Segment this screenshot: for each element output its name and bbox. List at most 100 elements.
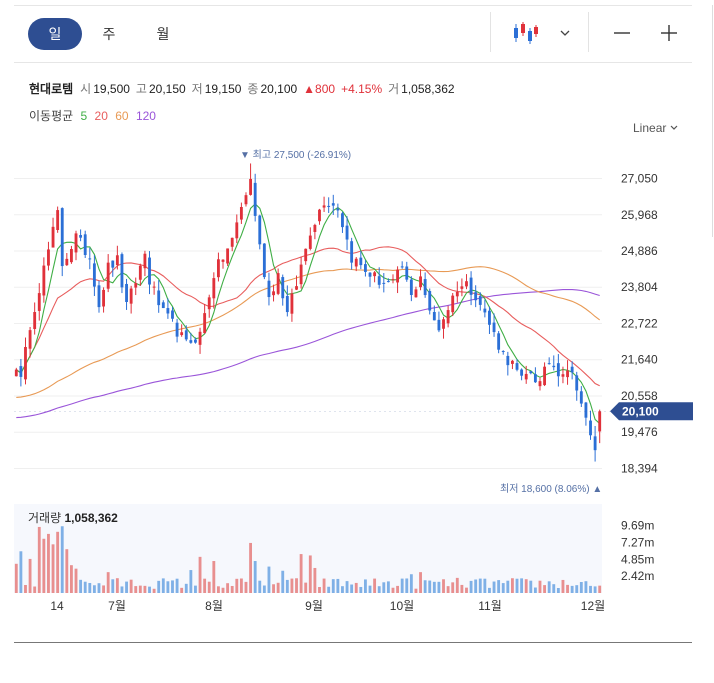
volume-bar <box>175 578 179 593</box>
volume-bar <box>405 578 409 593</box>
volume-bar <box>299 554 303 593</box>
volume-bar <box>373 578 377 593</box>
volume-bar <box>322 578 326 593</box>
candle-body <box>226 248 230 264</box>
candle-body <box>465 281 468 287</box>
tab-monthly[interactable]: 월 <box>156 26 170 42</box>
ma-5[interactable]: 5 <box>80 109 88 123</box>
volume-bar <box>579 581 583 593</box>
volume-bar <box>184 583 188 593</box>
price-chart[interactable]: 27,050 25,968 24,886 23,804 22,722 21,640 20,5… <box>0 140 714 620</box>
volume-bar <box>345 581 349 593</box>
ma-20-line <box>15 246 600 387</box>
chevron-down-icon[interactable] <box>556 18 574 48</box>
volume-bar <box>221 587 225 593</box>
candle-body <box>88 258 92 260</box>
volume-bar <box>483 578 487 593</box>
top-border <box>14 5 692 6</box>
price-tick-label: 25,968 <box>621 208 658 222</box>
volume-bar <box>249 542 253 593</box>
candle-body <box>299 264 303 285</box>
volume-bar <box>414 588 418 593</box>
candle-body <box>295 286 298 290</box>
candle-body <box>345 225 349 240</box>
ma-120[interactable]: 120 <box>135 109 156 123</box>
volume-bar <box>157 580 161 593</box>
x-axis-label: 12월 <box>581 599 605 613</box>
close-value: 20,100 <box>260 81 298 96</box>
volume-bar <box>556 588 560 593</box>
candle-body <box>51 226 55 248</box>
volume-bar <box>341 586 344 593</box>
volume-bar <box>69 565 73 593</box>
volume-bar <box>455 577 459 593</box>
volume-bar <box>488 587 491 593</box>
candle-body <box>97 285 101 308</box>
candle-body <box>198 331 202 345</box>
ma-label: 이동평균 <box>29 109 74 123</box>
candle-body <box>79 235 83 238</box>
candlestick-icon[interactable] <box>510 18 542 48</box>
plus-icon[interactable] <box>654 18 684 48</box>
volume-bar <box>428 580 432 593</box>
ma-20[interactable]: 20 <box>94 109 108 123</box>
volume-value: 1,058,362 <box>401 81 455 96</box>
candle-body <box>483 308 487 313</box>
candle-body <box>510 360 514 364</box>
minus-icon[interactable] <box>608 18 636 48</box>
volume-tick-label: 2.42m <box>621 569 654 583</box>
max-price-annotation: ▼ 최고 27,500 (-26.91%) <box>240 149 351 161</box>
candle-body <box>19 366 23 377</box>
scale-label: Linear <box>633 121 667 135</box>
volume-bar <box>272 584 275 593</box>
volume-bar <box>134 586 138 593</box>
candle-body <box>396 269 400 283</box>
candle-body <box>589 420 592 436</box>
volume-title-value: 1,058,362 <box>64 511 118 525</box>
candle-body <box>216 259 220 278</box>
price-tick-label: 20,558 <box>621 389 658 403</box>
volume-bar <box>37 526 41 593</box>
candle-body <box>92 263 96 287</box>
candle-body <box>341 213 344 228</box>
candle-body <box>322 205 326 208</box>
volume-bar <box>198 556 202 593</box>
volume-bar <box>432 581 436 593</box>
volume-bar <box>97 583 101 593</box>
candle-body <box>272 291 275 296</box>
volume-title: 거래량 1,058,362 <box>28 511 118 525</box>
volume-bar <box>533 587 537 593</box>
candle-body <box>533 374 537 383</box>
volume-bar <box>497 580 501 593</box>
candle-body <box>33 312 37 329</box>
candle-body <box>203 313 207 334</box>
tab-daily[interactable]: 일 <box>28 18 82 50</box>
candle-body <box>336 208 340 211</box>
volume-bar <box>212 561 216 593</box>
candle-body <box>221 259 225 262</box>
volume-bar <box>92 585 96 593</box>
price-tick-label: 23,804 <box>621 280 658 294</box>
candle-body <box>102 289 106 307</box>
volume-bar <box>138 585 142 593</box>
tab-weekly[interactable]: 주 <box>102 26 116 42</box>
volume-bar <box>295 578 298 593</box>
volume-bar <box>56 531 60 593</box>
scale-chevron-icon <box>670 125 678 130</box>
ma-60[interactable]: 60 <box>115 109 129 123</box>
volume-bar <box>520 578 524 593</box>
candle-body <box>529 371 533 374</box>
volume-bar <box>584 581 588 593</box>
volume-tick-label: 9.69m <box>621 519 654 533</box>
volume-bar <box>180 587 184 593</box>
candle-body <box>69 249 73 263</box>
candle-body <box>134 283 138 288</box>
scale-selector[interactable]: Linear <box>633 121 682 135</box>
candle-body <box>524 373 528 380</box>
change-percent: +4.15% <box>341 81 383 96</box>
volume-bar <box>593 586 597 593</box>
volume-bar <box>566 584 569 593</box>
volume-bar <box>478 578 482 593</box>
low-value: 19,150 <box>204 81 242 96</box>
volume-bar <box>501 583 505 593</box>
